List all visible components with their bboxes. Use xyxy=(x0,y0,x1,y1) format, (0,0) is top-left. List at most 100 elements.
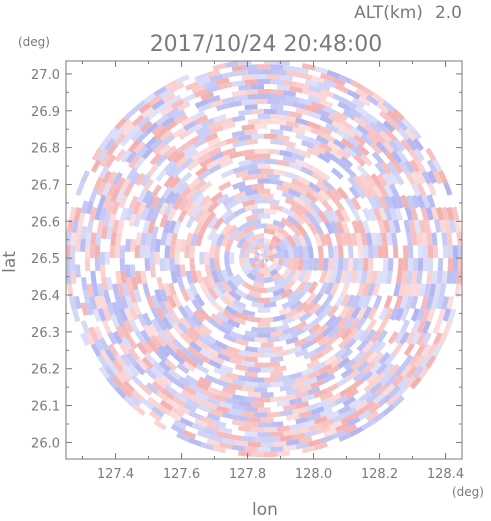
radar-cell xyxy=(257,188,271,194)
radar-cell xyxy=(319,407,334,418)
radar-cell xyxy=(184,374,198,386)
radar-cell xyxy=(133,140,146,154)
radar-cell xyxy=(327,258,334,271)
radar-cell xyxy=(196,352,211,364)
radar-cell xyxy=(432,158,443,173)
radar-cell xyxy=(196,152,211,164)
radar-cell xyxy=(350,270,358,284)
radar-cell xyxy=(204,211,217,225)
radar-cell xyxy=(302,245,309,259)
radar-cell xyxy=(413,148,425,162)
radar-cell xyxy=(380,232,388,246)
radar-cell xyxy=(279,435,294,442)
radar-cell xyxy=(316,108,331,118)
radar-cell xyxy=(159,258,166,272)
radar-cell xyxy=(334,346,348,359)
radar-cell xyxy=(295,416,309,425)
radar-cell xyxy=(348,107,363,119)
radar-cell xyxy=(151,98,165,111)
radar-cell xyxy=(171,338,185,351)
radar-cell xyxy=(209,99,224,108)
radar-cell xyxy=(216,154,231,164)
radar-cell xyxy=(140,207,150,221)
radar-cell xyxy=(248,290,262,298)
radar-cell xyxy=(385,270,393,285)
radar-cell xyxy=(238,400,252,407)
radar-cell xyxy=(362,245,369,259)
radar-cell xyxy=(162,370,176,383)
radar-cell xyxy=(282,378,297,387)
radar-cell xyxy=(234,273,247,286)
radar-cell xyxy=(102,307,112,322)
radar-cell xyxy=(257,213,271,219)
radar-cell xyxy=(355,232,363,246)
radar-cell xyxy=(75,225,83,240)
radar-cell xyxy=(244,104,258,111)
radar-cell xyxy=(225,397,239,406)
radar-cell xyxy=(169,258,176,272)
radar-cell xyxy=(276,349,290,357)
radar-cell xyxy=(423,219,432,234)
radar-cell xyxy=(439,283,447,297)
radar-cell xyxy=(162,282,172,297)
radar-cell xyxy=(313,388,328,399)
radar-cell xyxy=(228,408,243,416)
radar-cell xyxy=(193,324,207,338)
radar-cell xyxy=(395,270,403,285)
radar-cell xyxy=(153,85,167,97)
radar-cell xyxy=(340,348,354,361)
radar-cell xyxy=(112,171,123,186)
radar-cell xyxy=(220,320,235,332)
radar-cell xyxy=(155,334,168,348)
radar-cell xyxy=(317,334,331,347)
radar-cell xyxy=(229,330,243,340)
radar-cell xyxy=(128,289,137,304)
radar-cell xyxy=(260,417,274,423)
radar-cell xyxy=(117,283,125,297)
radar-cell xyxy=(75,264,81,278)
radar-cell xyxy=(367,258,374,272)
radar-cell xyxy=(421,194,431,209)
radar-cell xyxy=(242,230,255,241)
radar-cell xyxy=(247,193,261,201)
radar-cell xyxy=(200,91,215,101)
radar-cell xyxy=(172,126,186,139)
radar-cell xyxy=(216,193,230,205)
radar-cell xyxy=(85,301,94,316)
radar-cell xyxy=(302,269,313,284)
radar-cell xyxy=(220,169,235,179)
radar-cell xyxy=(311,171,325,184)
radar-cell xyxy=(198,308,212,322)
radar-cell xyxy=(159,288,169,303)
radar-cell xyxy=(267,98,281,105)
radar-cell xyxy=(157,345,171,358)
radar-cell xyxy=(365,391,379,404)
radar-cell xyxy=(282,258,289,268)
radar-cell xyxy=(162,92,176,104)
radar-cell xyxy=(351,294,362,309)
radar-cell xyxy=(383,307,394,322)
radar-cell xyxy=(171,180,184,194)
radar-cell xyxy=(312,313,325,326)
radar-cell xyxy=(339,270,348,284)
radar-cell xyxy=(232,140,246,148)
radar-cell xyxy=(232,206,247,218)
radar-cell xyxy=(203,427,218,436)
radar-cell xyxy=(387,139,401,153)
radar-cell xyxy=(405,137,418,151)
radar-cell xyxy=(244,163,258,171)
radar-cell xyxy=(302,183,316,195)
radar-cell xyxy=(260,168,274,175)
radar-cell xyxy=(308,323,322,335)
radar-cell xyxy=(157,404,171,416)
radar-cell xyxy=(360,232,368,246)
radar-cell xyxy=(394,295,404,309)
radar-cell xyxy=(231,404,246,412)
radar-cell xyxy=(205,159,220,170)
radar-cell xyxy=(270,114,284,121)
radar-cell xyxy=(437,308,446,323)
radar-cell xyxy=(158,143,172,157)
radar-cell xyxy=(179,332,193,345)
radar-cell xyxy=(297,175,311,186)
radar-cell xyxy=(405,171,416,186)
